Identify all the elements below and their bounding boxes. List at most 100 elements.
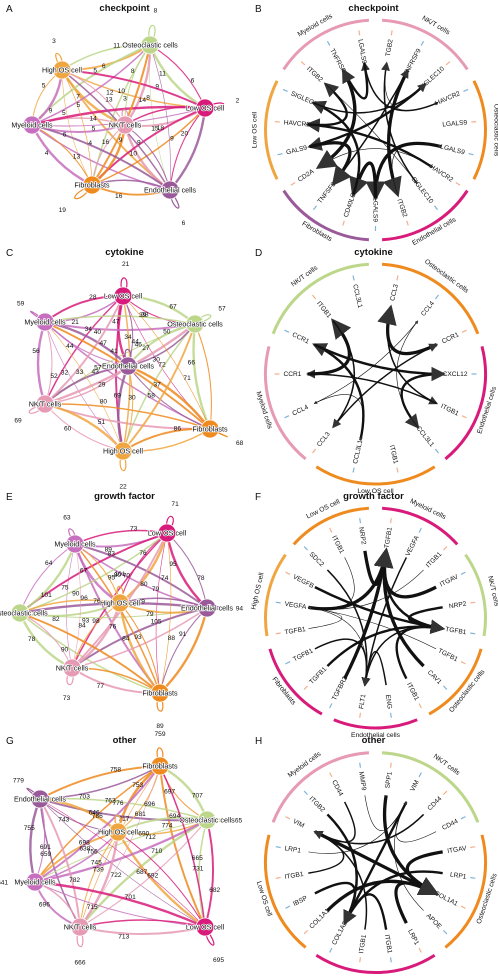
edge (34, 819, 208, 883)
edge (71, 607, 208, 669)
panel-title: cytokine (105, 247, 144, 258)
self-loop-count: 779 (13, 778, 24, 785)
cell-arc (382, 18, 469, 71)
chord (307, 606, 343, 629)
gene-label: ITGAV (439, 573, 460, 588)
gene-tick (290, 182, 296, 186)
gene-tick (470, 846, 476, 849)
gene-label: TGFB1 (384, 526, 394, 548)
edge (34, 831, 119, 883)
edge-number: 758 (110, 766, 121, 773)
panel-title: growth factor (94, 491, 155, 502)
edge-number: 696 (144, 801, 155, 808)
cell-arc (264, 553, 287, 637)
edge-number: 11 (159, 70, 166, 77)
edge-number: 79 (146, 611, 154, 618)
cell-arc (472, 80, 487, 180)
cell-arc (333, 718, 418, 730)
gene-label: TNFSF9 (317, 181, 338, 205)
edge-number: 21 (71, 319, 79, 326)
edge-number: 6 (191, 78, 195, 85)
cell-arc (382, 506, 459, 546)
self-loop-count: 2 (236, 97, 240, 104)
edge (71, 543, 81, 669)
node-label: Low OS cell (186, 104, 225, 113)
gene-tick (460, 571, 466, 575)
chord (400, 372, 444, 430)
panel-letter: A (6, 4, 13, 15)
gene-label: SIGLEC10 (290, 90, 322, 109)
edge-number: 50 (163, 329, 171, 336)
node-label: Myeloid cells (11, 121, 53, 130)
gene-tick (418, 947, 422, 953)
edge-number: 782 (69, 877, 80, 884)
node-label: NK/T cells (64, 923, 97, 932)
chord (307, 82, 348, 127)
edge-number: 44 (132, 338, 140, 345)
node-circle (185, 314, 205, 334)
gene-label: LGALS9 (442, 119, 468, 128)
edge-number: 665 (192, 855, 203, 862)
edge-number: 91 (179, 631, 187, 638)
node-label: Osteoclastic cells (0, 609, 48, 618)
node-circle (200, 419, 220, 439)
chord (309, 141, 352, 187)
edge-number: 79 (138, 598, 146, 605)
gene-tick (303, 546, 309, 551)
edge-number: 8 (146, 94, 150, 101)
edge-number: 12 (106, 89, 114, 96)
gene-label: VIM (409, 779, 421, 793)
edge (19, 612, 161, 694)
edge-number: 95 (169, 561, 177, 568)
node-circle (140, 35, 160, 55)
edge (119, 602, 161, 694)
gene-label: ITGB2 (395, 198, 408, 219)
self-loop-count: 641 (0, 880, 8, 887)
self-loop-count: 68 (236, 440, 244, 447)
gene-label: ITGB1 (284, 871, 304, 881)
edge (117, 831, 206, 928)
cell-arc (264, 834, 307, 949)
gene-tick (445, 61, 451, 66)
self-loop-count: 59 (17, 301, 25, 308)
gene-label: CD44 (330, 779, 344, 797)
edge (204, 819, 215, 928)
gene-label: NRP2 (449, 601, 468, 611)
edge-number: 692 (147, 873, 158, 880)
cell-label: Osteoclastic cells (448, 668, 487, 714)
node-circle (22, 115, 42, 135)
edge-layer (29, 764, 215, 935)
chord (377, 304, 438, 356)
panel-letter: D (255, 248, 262, 259)
gene-label: ENG (384, 694, 393, 709)
edge-number: 710 (151, 848, 162, 855)
self-loop-count: 759 (154, 731, 165, 738)
gene-tick (463, 88, 469, 92)
gene-label: CCL3 (316, 431, 332, 449)
chord (307, 557, 355, 610)
edge-number: 83 (108, 551, 116, 558)
gene-tick (433, 205, 439, 211)
edge-number: 10 (118, 88, 126, 95)
gene-label: CCL3 (389, 283, 400, 301)
chord (311, 100, 361, 195)
gene-tick (359, 518, 362, 524)
edge-number: 66 (188, 360, 196, 367)
self-loop-count: 3 (52, 38, 56, 45)
gene-tick (460, 905, 466, 909)
edge-number: 78 (28, 636, 36, 643)
self-loop-count: 666 (74, 960, 85, 967)
gene-tick (460, 816, 466, 820)
edge-number: 731 (192, 866, 203, 873)
edge-number: 74 (161, 575, 169, 582)
chord (394, 801, 424, 911)
node-label: Fibroblasts (74, 181, 110, 190)
edge-number: 57 (94, 365, 102, 372)
cell-arc (382, 189, 469, 242)
edge-number: 696 (39, 902, 50, 909)
